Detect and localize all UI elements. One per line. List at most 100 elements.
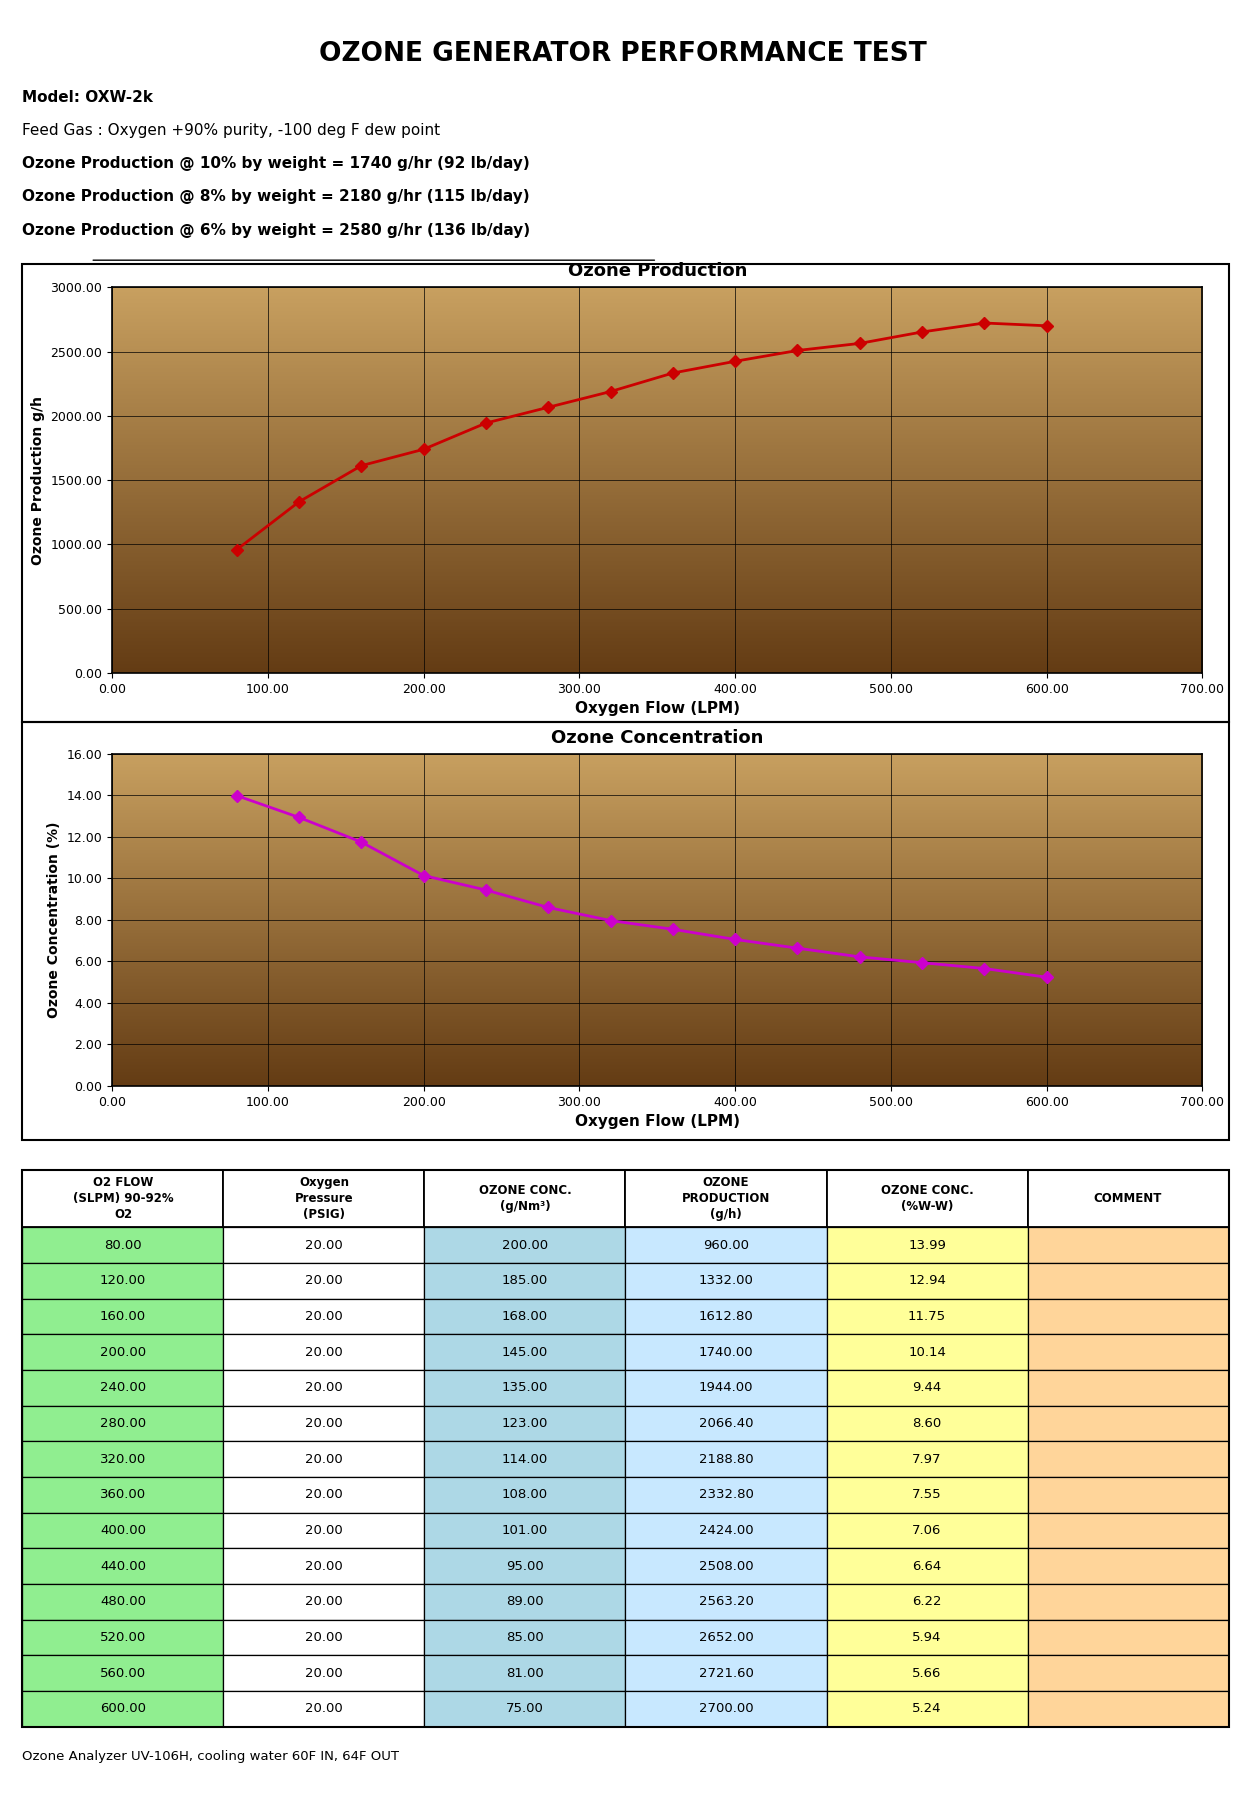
Text: Oxygen
Pressure
(PSIG): Oxygen Pressure (PSIG) bbox=[294, 1176, 354, 1221]
FancyBboxPatch shape bbox=[223, 1655, 425, 1691]
FancyBboxPatch shape bbox=[22, 1441, 223, 1477]
FancyBboxPatch shape bbox=[22, 1170, 223, 1228]
FancyBboxPatch shape bbox=[223, 1170, 425, 1228]
FancyBboxPatch shape bbox=[22, 1513, 223, 1549]
Text: 5.66: 5.66 bbox=[912, 1668, 942, 1680]
FancyBboxPatch shape bbox=[1028, 1405, 1229, 1441]
Text: 200.00: 200.00 bbox=[502, 1239, 548, 1251]
FancyBboxPatch shape bbox=[22, 1334, 223, 1370]
Text: 168.00: 168.00 bbox=[502, 1310, 548, 1323]
Text: OZONE CONC.
(g/Nm³): OZONE CONC. (g/Nm³) bbox=[478, 1185, 572, 1213]
Text: 85.00: 85.00 bbox=[506, 1632, 543, 1644]
FancyBboxPatch shape bbox=[1028, 1619, 1229, 1655]
FancyBboxPatch shape bbox=[625, 1585, 826, 1619]
Text: 5.94: 5.94 bbox=[912, 1632, 942, 1644]
FancyBboxPatch shape bbox=[625, 1228, 826, 1264]
FancyBboxPatch shape bbox=[425, 1619, 625, 1655]
Text: 20.00: 20.00 bbox=[305, 1524, 343, 1537]
Text: 20.00: 20.00 bbox=[305, 1488, 343, 1501]
FancyBboxPatch shape bbox=[625, 1405, 826, 1441]
FancyBboxPatch shape bbox=[826, 1441, 1028, 1477]
FancyBboxPatch shape bbox=[1028, 1370, 1229, 1405]
FancyBboxPatch shape bbox=[625, 1334, 826, 1370]
FancyBboxPatch shape bbox=[1028, 1585, 1229, 1619]
FancyBboxPatch shape bbox=[1028, 1513, 1229, 1549]
Text: 7.97: 7.97 bbox=[912, 1452, 942, 1467]
Text: 20.00: 20.00 bbox=[305, 1702, 343, 1716]
Text: 240.00: 240.00 bbox=[100, 1382, 146, 1395]
Text: 960.00: 960.00 bbox=[703, 1239, 749, 1251]
FancyBboxPatch shape bbox=[826, 1477, 1028, 1513]
Text: 2652.00: 2652.00 bbox=[699, 1632, 754, 1644]
Text: 2508.00: 2508.00 bbox=[699, 1560, 754, 1572]
Text: 185.00: 185.00 bbox=[502, 1274, 548, 1287]
Text: 75.00: 75.00 bbox=[506, 1702, 545, 1716]
FancyBboxPatch shape bbox=[826, 1264, 1028, 1300]
FancyBboxPatch shape bbox=[1028, 1477, 1229, 1513]
Y-axis label: Ozone Production g/h: Ozone Production g/h bbox=[31, 395, 45, 565]
FancyBboxPatch shape bbox=[1028, 1264, 1229, 1300]
FancyBboxPatch shape bbox=[223, 1370, 425, 1405]
FancyBboxPatch shape bbox=[425, 1334, 625, 1370]
Text: 320.00: 320.00 bbox=[100, 1452, 146, 1467]
FancyBboxPatch shape bbox=[425, 1300, 625, 1334]
FancyBboxPatch shape bbox=[625, 1300, 826, 1334]
Text: 520.00: 520.00 bbox=[100, 1632, 146, 1644]
FancyBboxPatch shape bbox=[425, 1513, 625, 1549]
FancyBboxPatch shape bbox=[22, 1264, 223, 1300]
FancyBboxPatch shape bbox=[425, 1170, 625, 1228]
Text: 20.00: 20.00 bbox=[305, 1632, 343, 1644]
Text: 20.00: 20.00 bbox=[305, 1596, 343, 1608]
FancyBboxPatch shape bbox=[425, 1228, 625, 1264]
Text: 8.60: 8.60 bbox=[912, 1416, 942, 1431]
FancyBboxPatch shape bbox=[1028, 1441, 1229, 1477]
FancyBboxPatch shape bbox=[22, 1228, 223, 1264]
Text: 600.00: 600.00 bbox=[100, 1702, 146, 1716]
FancyBboxPatch shape bbox=[223, 1300, 425, 1334]
FancyBboxPatch shape bbox=[826, 1170, 1028, 1228]
Text: Ozone Production @ 8% by weight = 2180 g/hr (115 lb/day): Ozone Production @ 8% by weight = 2180 g… bbox=[22, 190, 530, 205]
FancyBboxPatch shape bbox=[223, 1549, 425, 1585]
Text: 20.00: 20.00 bbox=[305, 1382, 343, 1395]
FancyBboxPatch shape bbox=[625, 1441, 826, 1477]
Text: 2066.40: 2066.40 bbox=[699, 1416, 754, 1431]
Text: 2188.80: 2188.80 bbox=[699, 1452, 754, 1467]
FancyBboxPatch shape bbox=[625, 1513, 826, 1549]
Text: 2563.20: 2563.20 bbox=[699, 1596, 754, 1608]
Text: 2700.00: 2700.00 bbox=[699, 1702, 754, 1716]
FancyBboxPatch shape bbox=[223, 1228, 425, 1264]
Text: OZONE CONC.
(%W-W): OZONE CONC. (%W-W) bbox=[881, 1185, 973, 1213]
Text: 1944.00: 1944.00 bbox=[699, 1382, 754, 1395]
FancyBboxPatch shape bbox=[22, 1405, 223, 1441]
X-axis label: Oxygen Flow (LPM): Oxygen Flow (LPM) bbox=[574, 1115, 740, 1129]
Text: O2 FLOW
(SLPM) 90-92%
O2: O2 FLOW (SLPM) 90-92% O2 bbox=[72, 1176, 173, 1221]
Text: 13.99: 13.99 bbox=[908, 1239, 946, 1251]
Text: 81.00: 81.00 bbox=[506, 1668, 543, 1680]
FancyBboxPatch shape bbox=[425, 1370, 625, 1405]
FancyBboxPatch shape bbox=[425, 1441, 625, 1477]
Text: Ozone Production @ 6% by weight = 2580 g/hr (136 lb/day): Ozone Production @ 6% by weight = 2580 g… bbox=[22, 223, 531, 237]
Text: 123.00: 123.00 bbox=[502, 1416, 548, 1431]
Text: 20.00: 20.00 bbox=[305, 1416, 343, 1431]
FancyBboxPatch shape bbox=[625, 1264, 826, 1300]
Text: 101.00: 101.00 bbox=[502, 1524, 548, 1537]
FancyBboxPatch shape bbox=[223, 1585, 425, 1619]
FancyBboxPatch shape bbox=[826, 1228, 1028, 1264]
FancyBboxPatch shape bbox=[1028, 1334, 1229, 1370]
Text: 20.00: 20.00 bbox=[305, 1310, 343, 1323]
Text: 11.75: 11.75 bbox=[908, 1310, 946, 1323]
Text: 20.00: 20.00 bbox=[305, 1346, 343, 1359]
FancyBboxPatch shape bbox=[625, 1691, 826, 1727]
FancyBboxPatch shape bbox=[425, 1405, 625, 1441]
FancyBboxPatch shape bbox=[826, 1370, 1028, 1405]
Title: Ozone Concentration: Ozone Concentration bbox=[551, 729, 764, 747]
FancyBboxPatch shape bbox=[425, 1691, 625, 1727]
FancyBboxPatch shape bbox=[826, 1619, 1028, 1655]
Text: 400.00: 400.00 bbox=[100, 1524, 146, 1537]
FancyBboxPatch shape bbox=[826, 1405, 1028, 1441]
FancyBboxPatch shape bbox=[1028, 1228, 1229, 1264]
Text: 5.24: 5.24 bbox=[912, 1702, 942, 1716]
Text: 6.22: 6.22 bbox=[912, 1596, 942, 1608]
FancyBboxPatch shape bbox=[223, 1334, 425, 1370]
Text: 480.00: 480.00 bbox=[100, 1596, 146, 1608]
